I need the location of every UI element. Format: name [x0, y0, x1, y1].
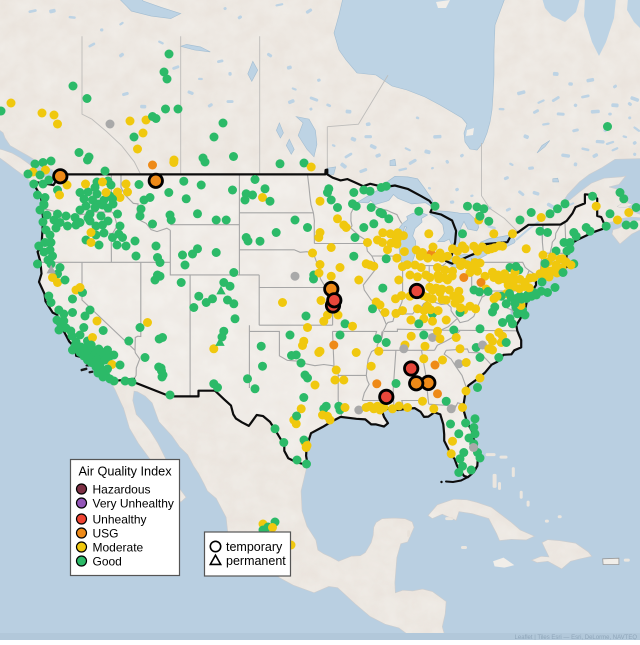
svg-text:temporary: temporary	[226, 540, 283, 554]
svg-text:USG: USG	[93, 527, 119, 541]
svg-text:permanent: permanent	[226, 554, 286, 568]
svg-text:Very Unhealthy: Very Unhealthy	[93, 497, 174, 511]
svg-text:Good: Good	[93, 555, 122, 569]
svg-text:Hazardous: Hazardous	[93, 483, 151, 497]
svg-text:Unhealthy: Unhealthy	[93, 513, 147, 527]
svg-text:Leaflet | Tiles Esri — Esri, D: Leaflet | Tiles Esri — Esri, DeLorme, NA…	[515, 635, 638, 640]
svg-text:Air Quality Index: Air Quality Index	[78, 465, 172, 479]
svg-text:Moderate: Moderate	[93, 541, 144, 555]
